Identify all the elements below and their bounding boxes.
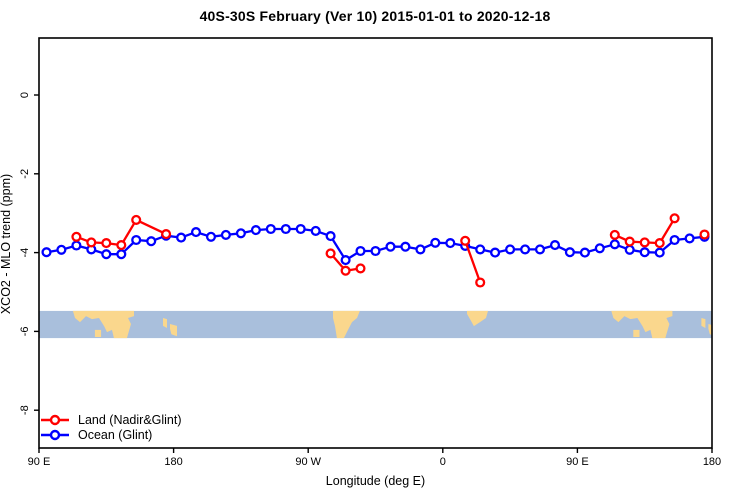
land-series-point [71, 231, 82, 242]
land-series-point [639, 237, 650, 248]
land-patch-south-africa [467, 310, 488, 327]
y-axis-label: XCO2 - MLO trend (ppm) [0, 173, 13, 315]
ocean-series-point [594, 243, 605, 254]
ocean-series-point [400, 241, 411, 252]
land-series-point [460, 235, 471, 246]
ocean-series-point [370, 245, 381, 257]
ocean-series-legend-marker-icon [41, 429, 69, 440]
ocean-series-point [56, 244, 67, 255]
ocean-series-point [295, 223, 306, 235]
map-band [39, 310, 712, 339]
map-band-ocean [39, 310, 712, 339]
ocean-series-point [520, 244, 531, 255]
land-series-point [609, 229, 620, 240]
ocean-series-point [445, 238, 456, 249]
ocean-series-point [564, 247, 575, 258]
ocean-series-point [579, 247, 590, 258]
y-tick-label: -4 [19, 248, 31, 258]
ocean-series-point [146, 236, 157, 247]
ocean-series-point [116, 249, 127, 260]
ocean-series-point [310, 225, 321, 236]
land-series-point [355, 263, 366, 274]
land-patch-tasmania [94, 329, 102, 337]
land-series-point [161, 229, 172, 240]
land-patch-new-zealand-north [701, 318, 706, 328]
ocean-series-point [385, 241, 396, 252]
y-tick-label: -6 [19, 327, 31, 337]
ocean-series-point [505, 244, 516, 255]
land-series-point [654, 238, 665, 249]
land-patch-australia [611, 310, 673, 339]
land-series-point [624, 236, 635, 247]
ocean-series-point [534, 244, 546, 255]
ocean-series-point [624, 244, 635, 255]
ocean-series-point [235, 228, 246, 239]
x-tick-label: 0 [440, 456, 446, 468]
land-series-point [699, 229, 710, 240]
ocean-series-point [190, 227, 202, 238]
legend-label-land: Land (Nadir&Glint) [78, 412, 182, 427]
ocean-series-point [669, 234, 680, 246]
land-series-point [340, 265, 351, 276]
x-tick-label: 90 E [28, 456, 51, 468]
land-series-point [116, 240, 127, 251]
land-series-point [86, 237, 97, 248]
land-patch-australia [72, 310, 134, 339]
land-series-point [325, 248, 336, 259]
y-tick-label: 0 [19, 92, 31, 98]
x-axis-label: Longitude (deg E) [325, 474, 426, 488]
ocean-series-point [250, 225, 261, 236]
ocean-series-point [71, 240, 82, 251]
legend-label-ocean: Ocean (Glint) [78, 427, 153, 442]
legend-row-ocean: Ocean (Glint) [40, 427, 182, 442]
y-tick-label: -2 [19, 169, 31, 179]
x-tick-label: 90 W [295, 456, 321, 468]
ocean-series-point [475, 244, 486, 255]
x-tick-label: 90 E [566, 456, 589, 468]
ocean-series-point [265, 223, 276, 235]
ocean-series-point [415, 244, 426, 255]
ocean-series-point [131, 234, 142, 246]
ocean-series-point [41, 247, 52, 258]
plot-border [38, 37, 713, 449]
ocean-series-point [684, 233, 695, 244]
ocean-series-point [101, 249, 112, 260]
ocean-series-point [176, 232, 187, 243]
land-patch-new-zealand-north [163, 318, 167, 328]
chart-title: 40S-30S February (Ver 10) 2015-01-01 to … [199, 8, 551, 24]
land-patch-new-zealand-south [170, 324, 177, 337]
land-series-point [669, 213, 680, 224]
ocean-series-point [340, 255, 351, 266]
y-tick-label: -8 [19, 405, 31, 415]
ocean-series-point [490, 247, 501, 258]
legend-row-land: Land (Nadir&Glint) [40, 412, 182, 427]
ocean-series-point [280, 223, 291, 235]
land-series-point [475, 277, 486, 288]
land-series-line [464, 239, 482, 284]
land-patch-south-america [333, 310, 360, 339]
ocean-series-point [639, 247, 650, 258]
ocean-series-point [205, 231, 217, 242]
land-series-point [101, 238, 112, 249]
legend: Land (Nadir&Glint) Ocean (Glint) [40, 412, 182, 442]
land-patch-new-zealand-south [708, 324, 712, 336]
x-tick-label: 180 [703, 456, 721, 468]
ocean-series-point [220, 229, 231, 240]
x-tick-label: 180 [164, 456, 182, 468]
land-patch-tasmania [633, 329, 640, 337]
ocean-series-point [325, 231, 336, 242]
ocean-series-point [549, 240, 561, 251]
ocean-series-point [355, 245, 366, 257]
ocean-series-point [609, 239, 620, 250]
land-series-point [131, 214, 142, 225]
land-series-legend-marker-icon [41, 414, 69, 425]
ocean-series-point [430, 237, 441, 248]
ocean-series-point [654, 247, 665, 258]
